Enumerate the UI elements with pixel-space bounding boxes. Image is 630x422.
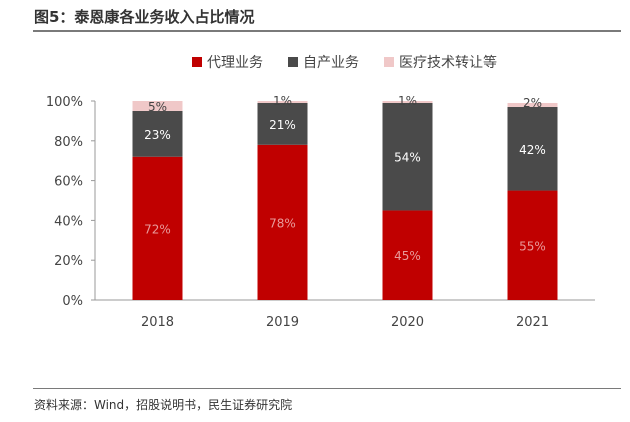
data-label: 23% xyxy=(144,128,171,142)
legend-swatch xyxy=(288,57,298,67)
stacked-bar-chart: 0% 20% 40% 60% 80% 100% 72% 23% 5% 2018 78% 21% 1% 20… xyxy=(0,0,630,390)
legend-swatch xyxy=(384,57,394,67)
data-label: 1% xyxy=(398,94,417,108)
y-tick-label: 0% xyxy=(62,294,83,309)
x-tick-label: 2019 xyxy=(266,315,299,330)
data-label: 2% xyxy=(523,96,542,110)
legend-swatch xyxy=(192,57,202,67)
data-label: 54% xyxy=(394,151,421,165)
y-tick-label: 80% xyxy=(54,135,83,150)
data-label: 78% xyxy=(269,216,296,230)
data-label: 72% xyxy=(144,222,171,236)
footer-rule xyxy=(33,388,621,389)
y-tick-label: 60% xyxy=(54,175,83,190)
x-tick-label: 2020 xyxy=(391,315,424,330)
legend-label: 自产业务 xyxy=(303,55,359,71)
y-tick-label: 20% xyxy=(54,254,83,269)
y-tick-label: 100% xyxy=(46,95,83,110)
data-label: 21% xyxy=(269,118,296,132)
data-label: 1% xyxy=(273,94,292,108)
y-tick-label: 40% xyxy=(54,214,83,229)
source-note: 资料来源：Wind，招股说明书，民生证券研究院 xyxy=(34,396,292,413)
data-label: 45% xyxy=(394,249,421,263)
x-tick-label: 2021 xyxy=(516,315,549,330)
data-label: 42% xyxy=(519,143,546,157)
legend-label: 医疗技术转让等 xyxy=(399,54,497,71)
data-label: 5% xyxy=(148,100,167,114)
legend-label: 代理业务 xyxy=(207,55,263,71)
x-tick-label: 2018 xyxy=(141,315,174,330)
data-label: 55% xyxy=(519,239,546,253)
